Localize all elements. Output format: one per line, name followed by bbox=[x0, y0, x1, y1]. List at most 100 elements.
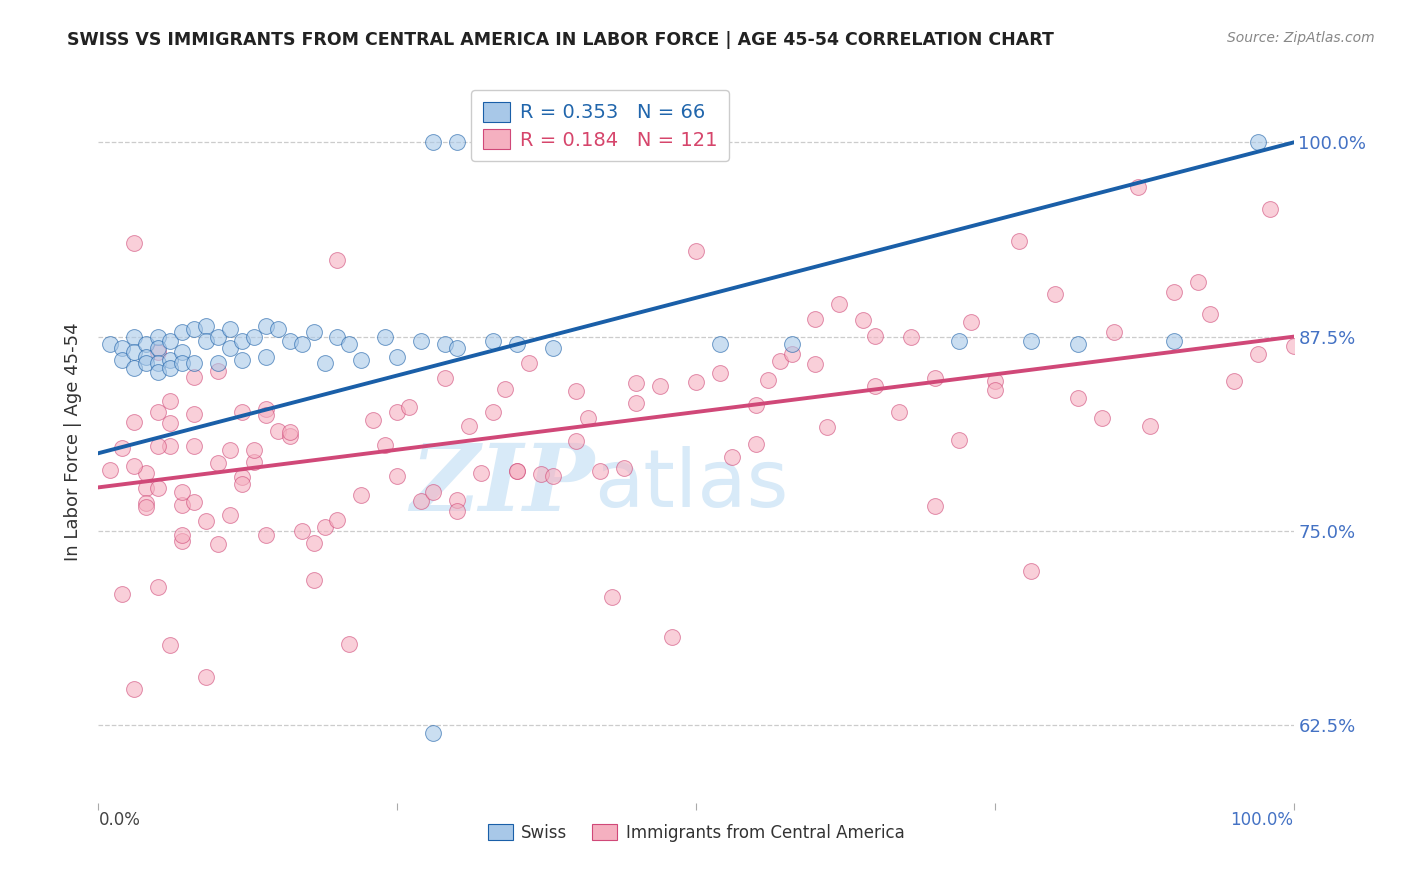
Point bbox=[267, 322, 290, 336]
Point bbox=[984, 375, 1007, 389]
Point bbox=[207, 537, 229, 551]
Point bbox=[1019, 564, 1042, 578]
Point bbox=[721, 450, 744, 464]
Point bbox=[948, 434, 970, 448]
Point bbox=[124, 458, 146, 473]
Point bbox=[470, 136, 492, 150]
Point bbox=[385, 469, 409, 483]
Point bbox=[804, 357, 827, 371]
Point bbox=[1067, 392, 1090, 406]
Point bbox=[219, 508, 242, 523]
Point bbox=[815, 420, 838, 434]
Point bbox=[111, 441, 134, 455]
Point bbox=[578, 411, 600, 425]
Point bbox=[565, 384, 588, 398]
Point bbox=[183, 322, 205, 336]
Point bbox=[159, 360, 181, 375]
Point bbox=[231, 334, 253, 349]
Point bbox=[648, 378, 672, 392]
Point bbox=[254, 528, 277, 542]
Point bbox=[984, 383, 1007, 397]
Point bbox=[446, 341, 468, 355]
Point bbox=[1091, 411, 1114, 425]
Point bbox=[124, 329, 146, 343]
Point bbox=[1247, 136, 1270, 150]
Point bbox=[148, 344, 170, 359]
Point bbox=[339, 337, 361, 351]
Point bbox=[411, 493, 433, 508]
Point bbox=[1163, 334, 1185, 349]
Point bbox=[1067, 337, 1090, 351]
Point bbox=[804, 312, 827, 326]
Point bbox=[111, 353, 134, 368]
Point bbox=[148, 439, 170, 453]
Point bbox=[948, 334, 970, 349]
Point bbox=[159, 393, 181, 408]
Point bbox=[148, 481, 170, 495]
Point bbox=[517, 136, 540, 150]
Point bbox=[1019, 334, 1042, 349]
Point bbox=[111, 587, 134, 601]
Point bbox=[780, 347, 803, 361]
Point bbox=[172, 356, 194, 370]
Point bbox=[98, 337, 122, 351]
Point bbox=[326, 252, 349, 267]
Point bbox=[363, 413, 385, 427]
Point bbox=[135, 500, 157, 515]
Point bbox=[172, 498, 194, 512]
Point bbox=[172, 484, 194, 499]
Point bbox=[135, 481, 157, 495]
Point bbox=[207, 456, 229, 470]
Y-axis label: In Labor Force | Age 45-54: In Labor Force | Age 45-54 bbox=[65, 322, 83, 561]
Point bbox=[159, 416, 181, 430]
Point bbox=[709, 366, 731, 380]
Point bbox=[1163, 285, 1185, 300]
Legend: Swiss, Immigrants from Central America: Swiss, Immigrants from Central America bbox=[481, 817, 911, 848]
Point bbox=[685, 376, 707, 390]
Point bbox=[828, 297, 851, 311]
Point bbox=[207, 356, 229, 370]
Point bbox=[172, 325, 194, 339]
Point bbox=[124, 345, 146, 359]
Point bbox=[780, 337, 803, 351]
Point bbox=[148, 580, 170, 594]
Point bbox=[900, 330, 922, 344]
Point bbox=[135, 466, 157, 480]
Point bbox=[124, 236, 146, 251]
Point bbox=[1258, 202, 1281, 216]
Point bbox=[865, 329, 887, 343]
Point bbox=[219, 443, 242, 458]
Point bbox=[517, 356, 540, 370]
Point bbox=[661, 630, 683, 644]
Point bbox=[172, 345, 194, 359]
Point bbox=[183, 369, 205, 384]
Point bbox=[195, 334, 218, 349]
Point bbox=[254, 350, 277, 364]
Point bbox=[1104, 325, 1126, 339]
Point bbox=[506, 464, 529, 478]
Point bbox=[219, 322, 242, 336]
Point bbox=[326, 513, 349, 527]
Point bbox=[541, 136, 564, 150]
Point bbox=[506, 337, 529, 351]
Point bbox=[183, 356, 205, 370]
Point bbox=[422, 484, 444, 499]
Point bbox=[278, 429, 301, 443]
Point bbox=[458, 419, 481, 434]
Point bbox=[195, 318, 218, 333]
Point bbox=[124, 681, 146, 696]
Point bbox=[1199, 307, 1222, 321]
Point bbox=[159, 353, 181, 368]
Point bbox=[565, 434, 588, 448]
Point bbox=[685, 244, 707, 259]
Point bbox=[315, 520, 337, 534]
Point bbox=[350, 353, 373, 368]
Point bbox=[709, 337, 731, 351]
Point bbox=[159, 334, 181, 349]
Point bbox=[1008, 234, 1031, 248]
Point bbox=[148, 341, 170, 355]
Point bbox=[385, 405, 409, 419]
Point bbox=[267, 424, 290, 438]
Point bbox=[278, 425, 301, 439]
Point bbox=[852, 312, 875, 326]
